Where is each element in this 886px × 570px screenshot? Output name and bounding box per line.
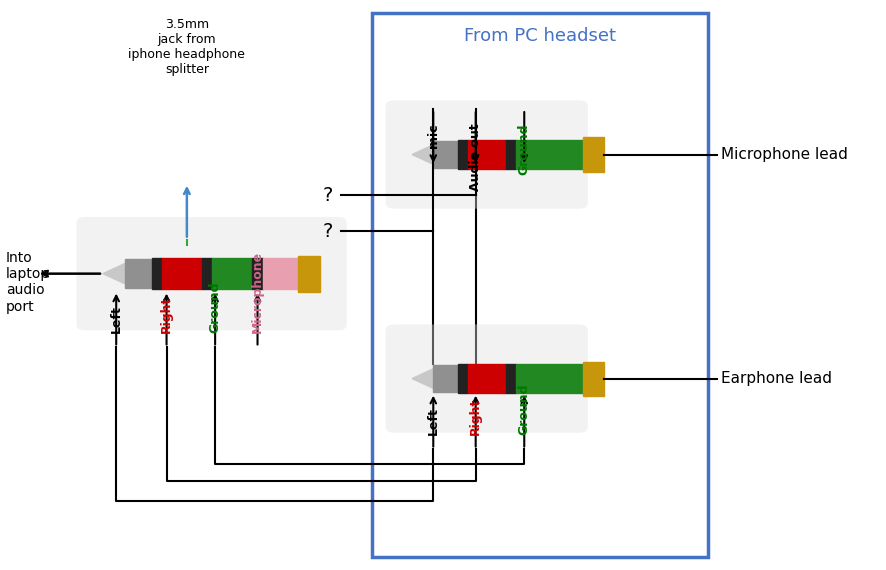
Text: Microphone lead: Microphone lead [721, 147, 848, 162]
Text: 3.5mm
jack from
iphone headphone
splitter: 3.5mm jack from iphone headphone splitte… [128, 18, 245, 76]
Text: Into
laptop
audio
port: Into laptop audio port [6, 251, 50, 314]
Bar [263, 258, 299, 289]
Text: Left: Left [427, 408, 439, 435]
Text: Right: Right [160, 296, 173, 333]
Bar [202, 258, 213, 289]
Text: mic: mic [427, 123, 439, 148]
Bar [583, 137, 604, 172]
Text: Right: Right [470, 398, 482, 435]
Bar [469, 140, 506, 169]
Bar [469, 364, 506, 393]
Text: Left: Left [110, 306, 122, 333]
Polygon shape [412, 145, 433, 164]
Bar [253, 258, 263, 289]
Text: From PC headset: From PC headset [464, 27, 616, 45]
Bar [162, 258, 202, 289]
Text: ?: ? [323, 186, 332, 205]
Text: Microphone: Microphone [251, 251, 264, 333]
Polygon shape [103, 263, 125, 284]
Bar [458, 140, 469, 169]
Text: ?: ? [323, 222, 332, 241]
Bar [506, 364, 517, 393]
Text: Ground: Ground [517, 123, 531, 175]
Bar [458, 364, 469, 393]
Bar [517, 364, 583, 393]
Text: Ground: Ground [517, 384, 531, 435]
Bar [517, 140, 583, 169]
Bar [152, 258, 162, 289]
Text: Earphone lead: Earphone lead [721, 371, 832, 386]
FancyBboxPatch shape [76, 217, 346, 331]
Text: Audio out: Audio out [470, 123, 482, 191]
Bar [125, 259, 152, 288]
Polygon shape [412, 369, 433, 388]
Text: Ground: Ground [208, 282, 222, 333]
Bar [583, 361, 604, 396]
Bar [213, 258, 253, 289]
Bar [299, 256, 320, 292]
Bar [372, 13, 708, 557]
FancyBboxPatch shape [385, 324, 587, 433]
Bar [433, 141, 458, 168]
Bar [433, 365, 458, 392]
FancyBboxPatch shape [385, 100, 587, 209]
Bar [506, 140, 517, 169]
